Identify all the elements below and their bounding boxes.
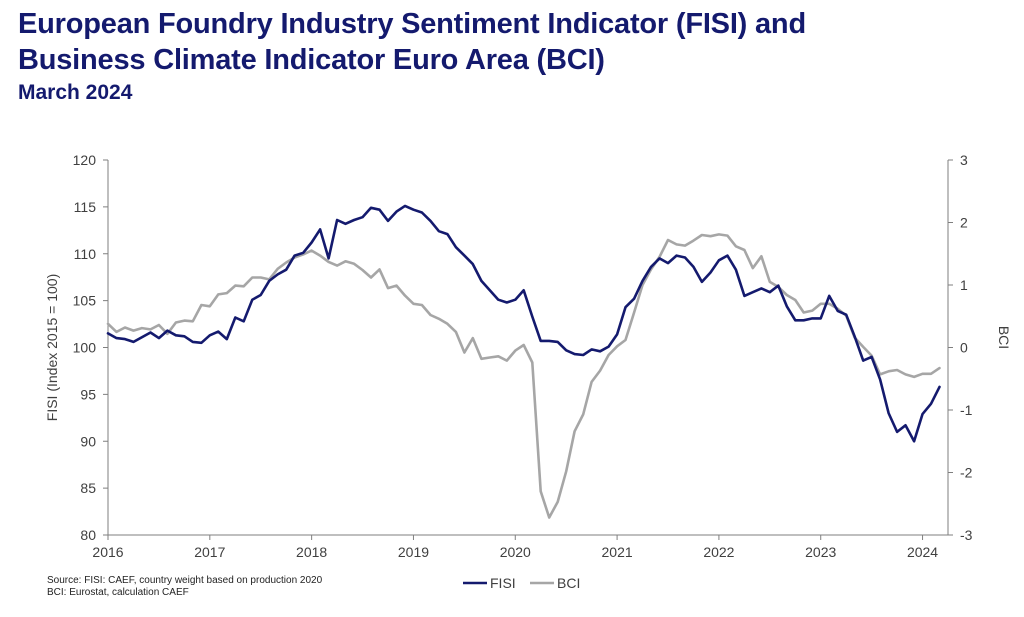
y-axis-title: FISI (Index 2015 = 100) [44,274,60,421]
y-tick-label: 120 [73,152,97,168]
source-line-2: BCI: Eurostat, calculation CAEF [47,587,189,598]
y-tick-label: 105 [73,293,97,309]
y2-tick-label: -1 [960,402,973,418]
source-note: Source: FISI: CAEF, country weight based… [47,575,322,599]
x-tick-label: 2021 [602,544,633,560]
x-tick-label: 2019 [398,544,429,560]
y2-tick-label: 1 [960,277,968,293]
y2-tick-label: 2 [960,215,968,231]
y-tick-label: 80 [80,527,96,543]
y2-tick-label: -2 [960,465,973,481]
y-tick-label: 90 [80,433,96,449]
chart-title: European Foundry Industry Sentiment Indi… [18,8,806,76]
x-tick-label: 2020 [500,544,531,560]
y2-axis-title: BCI [996,326,1012,349]
x-tick-label: 2024 [907,544,938,560]
legend-label-fisi: FISI [490,575,516,591]
series-line-fisi [106,204,941,443]
source-line-1: Source: FISI: CAEF, country weight based… [47,575,323,586]
y-tick-label: 85 [80,480,96,496]
x-tick-label: 2016 [92,544,123,560]
x-tick-label: 2023 [805,544,836,560]
y-tick-label: 100 [73,340,97,356]
x-tick-label: 2018 [296,544,327,560]
y2-tick-label: 0 [960,340,968,356]
y2-tick-label: -3 [960,527,973,543]
y-tick-label: 95 [80,386,96,402]
legend-label-bci: BCI [557,575,580,591]
series-line-bci [106,233,941,519]
x-tick-label: 2022 [703,544,734,560]
title-block: European Foundry Industry Sentiment Indi… [18,6,806,106]
chart-subtitle: March 2024 [18,81,133,104]
x-tick-label: 2017 [194,544,225,560]
y2-tick-label: 3 [960,152,968,168]
y-tick-label: 110 [74,246,97,262]
y-tick-label: 115 [74,199,97,215]
